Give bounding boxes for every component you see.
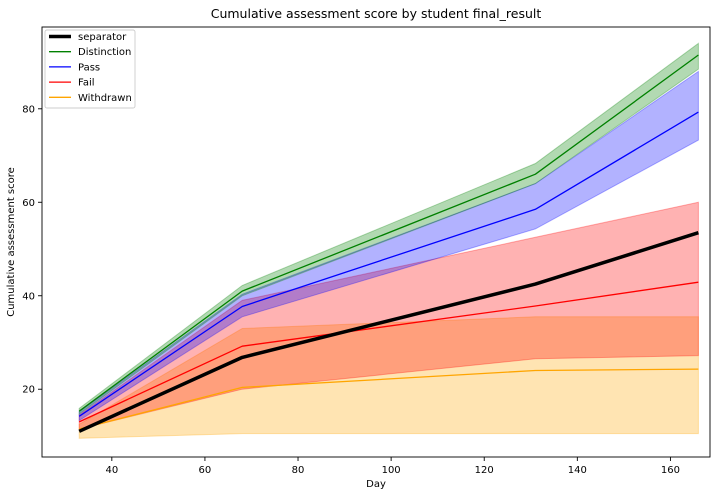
x-axis: 40 60 80 100 120 140 160 bbox=[105, 457, 680, 476]
x-tick-label: 40 bbox=[105, 465, 118, 476]
chart-title: Cumulative assessment score by student f… bbox=[211, 6, 542, 21]
x-tick-label: 80 bbox=[292, 465, 305, 476]
separator-line bbox=[78, 231, 699, 433]
y-axis: 20 40 60 80 bbox=[22, 104, 42, 396]
y-axis-label: Cumulative assessment score bbox=[6, 167, 17, 317]
lines-layer bbox=[78, 54, 699, 433]
plot-frame bbox=[41, 26, 711, 458]
y-tick-label: 80 bbox=[22, 104, 35, 115]
y-tick-label: 60 bbox=[22, 198, 35, 209]
fail-legend-label: Fail bbox=[78, 78, 95, 89]
separator-legend-label: separator bbox=[78, 32, 127, 43]
fail-line bbox=[78, 281, 699, 423]
distinction-legend-label: Distinction bbox=[78, 47, 131, 58]
withdrawn-confidence-band bbox=[78, 316, 699, 439]
legend: separator Distinction Pass Fail Withdrawn bbox=[44, 29, 136, 109]
x-tick-label: 140 bbox=[568, 465, 587, 476]
x-tick-label: 160 bbox=[661, 465, 680, 476]
pass-line bbox=[78, 111, 699, 417]
x-axis-label: Day bbox=[366, 479, 386, 490]
x-tick-label: 120 bbox=[475, 465, 494, 476]
pass-confidence-band bbox=[78, 70, 699, 422]
x-tick-label: 60 bbox=[199, 465, 212, 476]
y-tick-label: 40 bbox=[22, 291, 35, 302]
bands-layer bbox=[78, 42, 699, 439]
withdrawn-line bbox=[79, 368, 699, 430]
y-tick-label: 20 bbox=[22, 385, 35, 396]
x-tick-label: 100 bbox=[382, 465, 401, 476]
distinction-confidence-band bbox=[78, 42, 699, 415]
withdrawn-legend-label: Withdrawn bbox=[78, 93, 132, 104]
pass-legend-label: Pass bbox=[78, 62, 100, 73]
distinction-line bbox=[78, 54, 699, 412]
legend-box bbox=[44, 29, 136, 109]
